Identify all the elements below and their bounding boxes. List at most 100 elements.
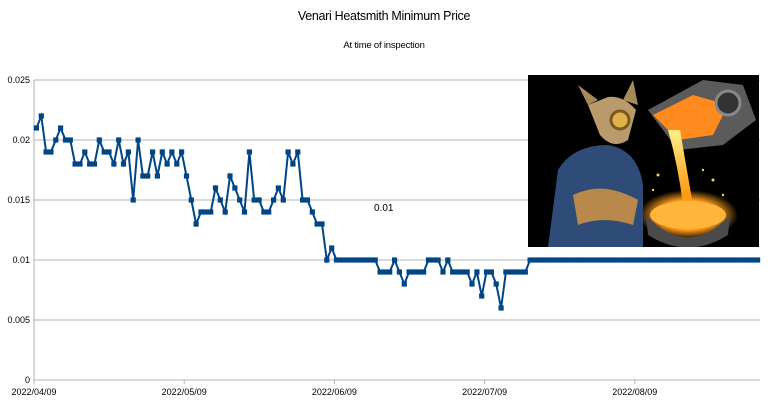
heatsmith-illustration (528, 75, 759, 247)
data-point (454, 269, 461, 275)
data-point (634, 257, 640, 263)
data-point (551, 257, 557, 263)
y-tick-label: 0 (25, 375, 30, 385)
data-point (745, 257, 751, 263)
x-axis-ticks: 2022/04/09 2022/05/09 2022/06/09 2022/07/09… (11, 380, 657, 397)
data-point (701, 257, 707, 263)
data-point (212, 185, 219, 191)
data-point (338, 257, 344, 263)
data-point (392, 257, 398, 263)
data-point (730, 257, 736, 263)
data-point (358, 257, 364, 263)
data-point (425, 257, 432, 263)
data-point (716, 257, 722, 263)
data-point (232, 185, 238, 191)
data-point (290, 161, 296, 167)
data-point (566, 257, 572, 263)
data-point (445, 257, 451, 263)
data-point (638, 257, 644, 263)
y-axis-ticks: 0 0.005 0.01 0.015 0.02 0.025 (7, 75, 30, 385)
data-point (643, 257, 649, 263)
data-point (256, 197, 262, 203)
data-point (58, 125, 64, 131)
data-point (706, 257, 712, 263)
data-point (411, 269, 417, 275)
x-tick-label: 2022/06/09 (312, 387, 357, 397)
y-tick-label: 0.015 (7, 195, 30, 205)
data-point (571, 257, 577, 263)
data-point (125, 149, 131, 155)
data-point (382, 269, 388, 275)
data-point (154, 173, 160, 179)
data-point (479, 293, 485, 299)
data-point (682, 257, 688, 263)
data-point (266, 209, 272, 215)
data-point (435, 257, 441, 263)
data-point (580, 257, 586, 263)
data-point (304, 197, 311, 203)
data-point (120, 161, 127, 167)
data-point (667, 257, 674, 263)
data-point (575, 257, 582, 263)
data-point (188, 197, 194, 203)
data-point (614, 257, 620, 263)
data-point (348, 257, 354, 263)
data-point (653, 257, 659, 263)
data-point (546, 257, 553, 263)
data-point (498, 305, 504, 311)
data-point (130, 197, 136, 203)
data-point (609, 257, 615, 263)
data-point (396, 269, 402, 275)
data-point (450, 269, 456, 275)
data-point (367, 257, 373, 263)
x-tick-label: 2022/04/09 (11, 387, 56, 397)
data-point (459, 269, 465, 275)
data-point (145, 173, 151, 179)
data-point (663, 257, 669, 263)
data-point (585, 257, 591, 263)
data-point (532, 257, 538, 263)
data-point (169, 149, 175, 155)
data-point (87, 161, 93, 167)
data-point (721, 257, 727, 263)
data-point (740, 257, 746, 263)
data-point (629, 257, 635, 263)
data-point (295, 149, 301, 155)
data-point (648, 257, 654, 263)
x-tick-label: 2022/05/09 (162, 387, 207, 397)
data-point (217, 197, 223, 203)
data-point (135, 137, 141, 143)
data-point (406, 269, 412, 275)
x-tick-label: 2022/08/09 (612, 387, 657, 397)
data-point (150, 149, 156, 155)
data-point (164, 161, 170, 167)
data-point (324, 257, 330, 263)
data-point (241, 209, 248, 215)
data-point (677, 257, 683, 263)
data-point (537, 257, 543, 263)
data-point (513, 269, 519, 275)
data-point (542, 257, 548, 263)
data-point (319, 221, 325, 227)
data-point (222, 209, 228, 215)
x-tick-label: 2022/07/09 (462, 387, 507, 397)
data-point (508, 269, 514, 275)
data-point (38, 113, 44, 119)
data-point (750, 257, 756, 263)
data-point (198, 209, 204, 215)
data-point (237, 197, 243, 203)
data-point (285, 149, 291, 155)
data-point (619, 257, 625, 263)
data-point (300, 197, 306, 203)
y-tick-label: 0.025 (7, 75, 30, 85)
data-point (193, 221, 199, 227)
data-point (493, 281, 499, 287)
data-point (183, 173, 190, 179)
data-point (62, 137, 69, 143)
data-point (280, 197, 286, 203)
data-point (174, 161, 180, 167)
data-point (604, 257, 611, 263)
y-tick-label: 0.02 (12, 135, 30, 145)
data-point (503, 269, 509, 275)
